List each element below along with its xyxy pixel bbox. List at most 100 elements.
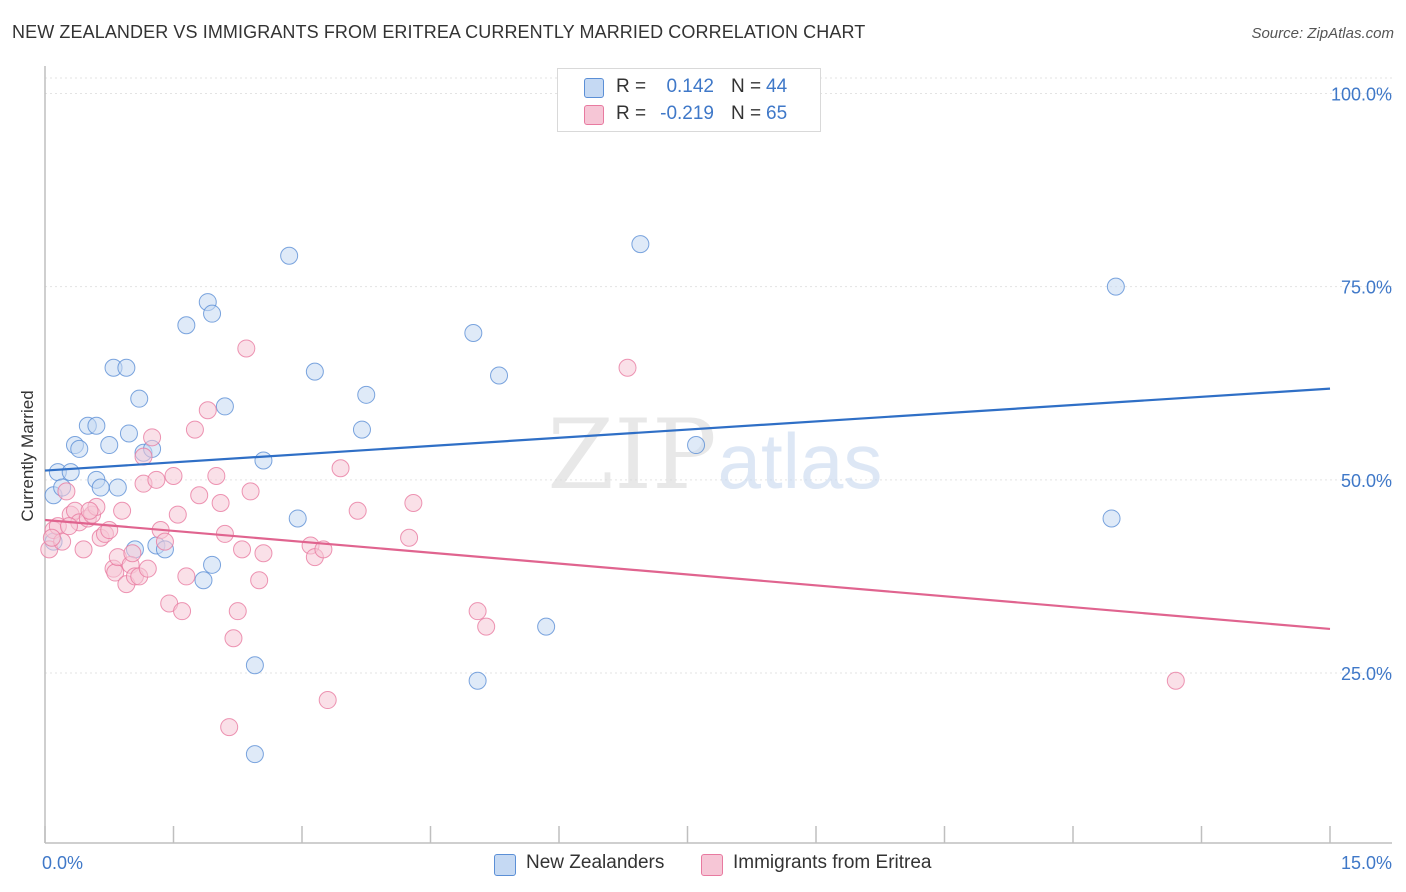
new-zealander-point bbox=[464, 324, 483, 342]
watermark-zip: ZIP bbox=[547, 399, 716, 511]
new-zealander-point bbox=[468, 671, 487, 690]
new-zealander-point bbox=[119, 424, 138, 443]
legend-r-label: R = bbox=[616, 103, 647, 124]
eritrea-point bbox=[207, 466, 226, 485]
legend-r-value: 0.142 bbox=[666, 76, 714, 97]
source-label: Source: ZipAtlas.com bbox=[1251, 25, 1394, 42]
new-zealander-point bbox=[280, 246, 299, 265]
new-zealander-point bbox=[177, 316, 196, 335]
eritrea-point bbox=[138, 559, 157, 578]
trend-line-eritrea bbox=[44, 518, 1331, 631]
new-zealander-point bbox=[490, 366, 509, 385]
legend-n-label: N = bbox=[731, 76, 762, 97]
eritrea-point bbox=[198, 401, 217, 420]
new-zealander-point bbox=[254, 451, 273, 470]
gridlines bbox=[45, 77, 1392, 674]
new-zealander-point bbox=[305, 362, 324, 381]
eritrea-point bbox=[468, 602, 487, 621]
eritrea-point bbox=[147, 470, 166, 489]
eritrea-point bbox=[123, 544, 142, 563]
eritrea-point bbox=[348, 501, 367, 520]
eritrea-point bbox=[173, 602, 192, 621]
eritrea-point bbox=[241, 482, 260, 501]
eritrea-point bbox=[190, 486, 209, 505]
eritrea-point bbox=[254, 544, 273, 563]
new-zealander-point bbox=[91, 478, 110, 497]
new-zealander-point bbox=[687, 436, 706, 455]
new-zealander-point bbox=[245, 745, 264, 764]
eritrea-point bbox=[143, 428, 162, 447]
new-zealander-point bbox=[357, 385, 376, 404]
eritrea-point bbox=[404, 494, 423, 512]
new-zealander-point bbox=[203, 304, 222, 323]
eritrea-point bbox=[400, 528, 419, 547]
legend-swatch-blue bbox=[584, 78, 604, 98]
y-tick-label: 50.0% bbox=[1341, 471, 1392, 491]
eritrea-point bbox=[318, 691, 337, 710]
eritrea-point bbox=[155, 532, 174, 551]
new-zealander-point bbox=[100, 436, 119, 455]
eritrea-point bbox=[233, 540, 252, 559]
new-zealander-point bbox=[537, 617, 556, 636]
eritrea-point bbox=[168, 505, 187, 524]
eritrea-point bbox=[185, 420, 204, 439]
eritrea-point bbox=[74, 540, 93, 559]
new-zealander-point bbox=[352, 420, 371, 439]
new-zealander-point bbox=[108, 478, 127, 497]
new-zealander-point bbox=[70, 439, 89, 458]
eritrea-point bbox=[211, 494, 230, 512]
series-legend: New Zealanders Immigrants from Eritrea bbox=[0, 850, 1406, 878]
new-zealander-point bbox=[1102, 509, 1121, 528]
data-points bbox=[40, 235, 1185, 764]
eritrea-point bbox=[113, 501, 132, 520]
new-zealander-point bbox=[631, 235, 650, 254]
eritrea-point bbox=[237, 339, 256, 358]
legend-swatch-blue bbox=[494, 854, 516, 876]
eritrea-point bbox=[331, 459, 350, 478]
new-zealander-point bbox=[87, 416, 106, 435]
watermark-atlas: atlas bbox=[718, 417, 883, 505]
eritrea-point bbox=[59, 517, 78, 536]
new-zealander-point bbox=[288, 509, 307, 528]
eritrea-point bbox=[220, 718, 239, 737]
y-tick-label: 75.0% bbox=[1341, 278, 1392, 298]
legend-label: New Zealanders bbox=[526, 852, 665, 873]
legend-r-value: -0.219 bbox=[660, 103, 714, 124]
eritrea-point bbox=[164, 466, 183, 485]
eritrea-point bbox=[314, 540, 333, 559]
new-zealander-point bbox=[61, 463, 80, 482]
new-zealander-point bbox=[215, 397, 234, 416]
y-tick-label: 25.0% bbox=[1341, 664, 1392, 684]
chart-title: NEW ZEALANDER VS IMMIGRANTS FROM ERITREA… bbox=[12, 22, 866, 42]
new-zealander-point bbox=[203, 555, 222, 574]
legend-r-label: R = bbox=[616, 76, 647, 97]
eritrea-point bbox=[134, 447, 153, 466]
eritrea-point bbox=[224, 629, 243, 648]
legend-row-new-zealanders: R = 0.142 N = 44 bbox=[558, 74, 820, 100]
axes bbox=[44, 66, 1392, 844]
eritrea-point bbox=[228, 602, 247, 621]
legend-row-eritrea: R = -0.219 N = 65 bbox=[558, 101, 820, 127]
trend-lines bbox=[44, 387, 1331, 631]
eritrea-point bbox=[177, 567, 196, 586]
new-zealander-point bbox=[130, 389, 149, 408]
eritrea-point bbox=[250, 571, 269, 590]
legend-swatch-pink bbox=[584, 105, 604, 125]
legend-label: Immigrants from Eritrea bbox=[733, 852, 932, 873]
eritrea-point bbox=[477, 617, 496, 636]
new-zealander-point bbox=[245, 656, 264, 675]
legend-n-value: 44 bbox=[766, 76, 788, 97]
eritrea-point bbox=[42, 528, 61, 547]
eritrea-point bbox=[618, 358, 637, 377]
legend-n-label: N = bbox=[731, 103, 762, 124]
eritrea-point bbox=[80, 501, 99, 520]
new-zealander-point bbox=[117, 358, 136, 377]
correlation-legend: R = 0.142 N = 44 R = -0.219 N = 65 bbox=[557, 68, 821, 132]
eritrea-point bbox=[57, 482, 76, 501]
eritrea-point bbox=[1166, 671, 1185, 690]
new-zealander-point bbox=[1106, 277, 1125, 296]
trend-line-new-zealanders bbox=[44, 387, 1331, 472]
new-zealander-point bbox=[194, 571, 213, 590]
x-tick-label: 15.0% bbox=[1341, 853, 1392, 873]
